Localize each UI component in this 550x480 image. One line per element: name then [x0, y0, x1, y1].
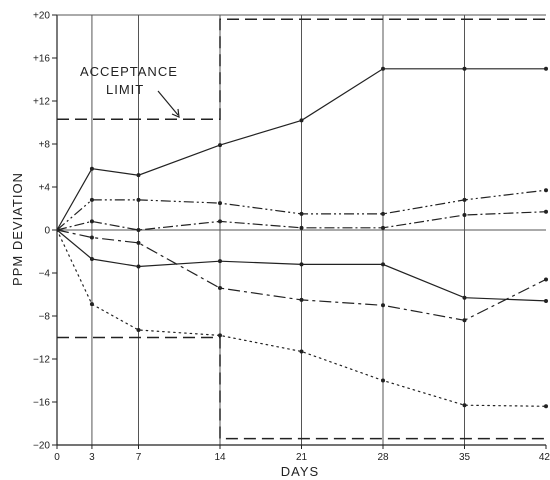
series-4-point-5: [381, 303, 385, 308]
series-1-point-4: [299, 211, 304, 216]
y-tick-label-8: −12: [33, 355, 50, 366]
x-tick-label-7: 42: [539, 452, 550, 463]
x-tick-label-4: 21: [296, 452, 308, 463]
series-5-point-3: [218, 333, 222, 338]
series-1-point-7: [544, 188, 548, 193]
x-tick-label-3: 14: [214, 452, 226, 463]
series-5-point-4: [299, 349, 304, 354]
series-3-point-4: [299, 262, 304, 267]
series-3-point-5: [381, 262, 385, 267]
series-2-point-5: [381, 225, 385, 230]
acceptance-limit-annotation: ACCEPTANCE LIMIT: [80, 64, 180, 118]
y-tick-label-1: +16: [33, 54, 50, 65]
series-4-point-2: [136, 240, 141, 245]
y-tick-label-9: −16: [33, 398, 50, 409]
series-0-line: [56, 68, 546, 231]
series-5-point-7: [544, 404, 548, 409]
series-3-point-6: [462, 295, 467, 300]
series-5-point-1: [89, 302, 94, 307]
annotation-arrowhead: [171, 108, 180, 118]
x-tick-label-1: 3: [89, 452, 95, 463]
series-3-point-7: [544, 298, 548, 303]
series-2-point-3: [218, 219, 222, 224]
series-0-point-7: [544, 66, 548, 71]
y-tick-label-4: +4: [39, 183, 51, 194]
series-4-point-7: [544, 277, 548, 282]
series-2: [56, 209, 548, 232]
y-tick-label-2: +12: [33, 97, 50, 108]
series-0-point-3: [218, 143, 222, 148]
series-2-point-1: [89, 219, 94, 224]
series-2-point-6: [462, 212, 467, 217]
annotation-arrow: [157, 90, 179, 116]
series-1-point-6: [462, 197, 467, 202]
grid: [57, 15, 546, 445]
series-2-point-7: [544, 209, 548, 214]
series-0-point-2: [136, 173, 141, 178]
series-4: [56, 229, 548, 323]
series-1-point-1: [89, 197, 94, 202]
series-0-point-5: [381, 66, 385, 71]
x-tick-label-5: 28: [377, 452, 389, 463]
series-4-line: [56, 229, 547, 321]
y-axis-label: PPM DEVIATION: [10, 172, 25, 286]
acceptance-limit-lower: [57, 336, 546, 440]
y-tick-label-6: −4: [39, 269, 51, 280]
acceptance-limit: [57, 18, 546, 440]
series-3-point-1: [89, 257, 94, 262]
series-3: [56, 229, 548, 303]
series-1-point-3: [218, 201, 222, 206]
x-tick-label-2: 7: [136, 452, 142, 463]
series-0-point-6: [462, 66, 467, 71]
series-4-point-1: [89, 235, 94, 240]
series-group: [56, 66, 548, 409]
series-4-point-4: [299, 297, 304, 302]
series-2-point-4: [299, 225, 304, 230]
series-2-line: [56, 211, 547, 231]
series-0: [56, 66, 548, 231]
series-2-point-2: [136, 228, 141, 232]
series-5: [56, 229, 548, 409]
series-1-point-2: [136, 197, 141, 202]
y-tick-label-5: 0: [44, 226, 50, 237]
series-3-point-3: [218, 259, 222, 264]
x-tick-label-0: 0: [54, 452, 60, 463]
series-5-point-2: [136, 327, 141, 332]
series-1-point-5: [381, 211, 385, 216]
acceptance-limit-upper: [57, 18, 546, 121]
series-4-point-6: [462, 318, 467, 323]
annotation-line2: LIMIT: [106, 82, 144, 97]
y-tick-label-10: −20: [33, 441, 50, 452]
series-5-point-6: [462, 403, 467, 408]
y-tick-label-0: +20: [33, 11, 50, 22]
series-4-point-3: [218, 286, 222, 291]
series-3-line: [56, 229, 547, 302]
series-1-line: [56, 189, 547, 231]
x-axis-label: DAYS: [281, 464, 319, 479]
x-tick-label-6: 35: [459, 452, 471, 463]
y-tick-label-3: +8: [39, 140, 51, 151]
series-5-point-5: [381, 378, 385, 383]
annotation-line1: ACCEPTANCE: [80, 64, 178, 79]
series-0-point-1: [89, 166, 94, 171]
series-0-point-4: [299, 118, 304, 123]
series-5-line: [56, 229, 547, 407]
y-tick-label-7: −8: [39, 312, 51, 323]
tick-labels: +20 +16 +12 +8 +4 0 −4 −8 −12 −16 −20 0 3 7 14 21 28 35 42: [33, 11, 550, 464]
series-1: [56, 188, 548, 231]
series-3-point-2: [136, 264, 141, 269]
